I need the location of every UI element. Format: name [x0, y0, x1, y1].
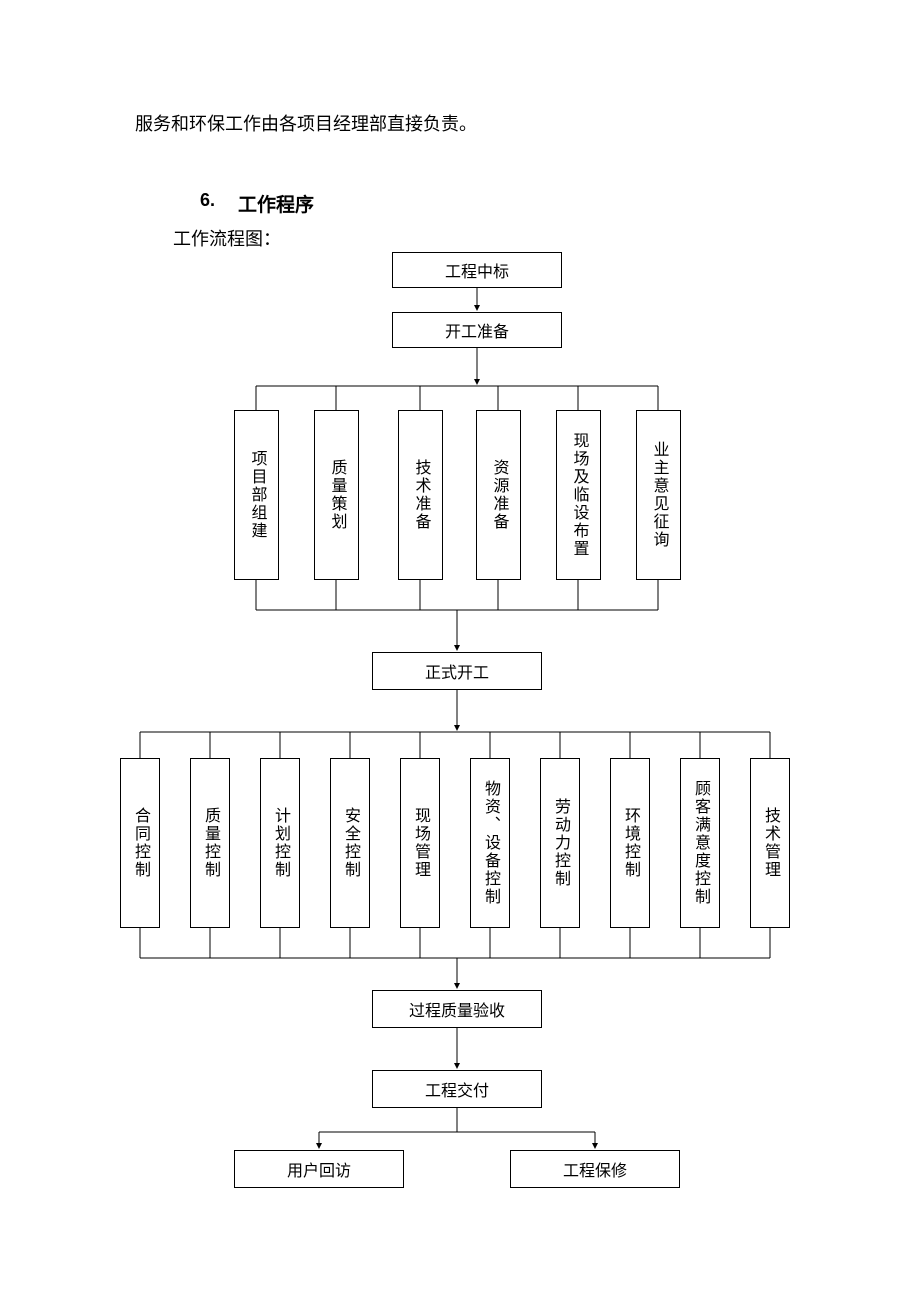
- node-formal-start: 正式开工: [372, 652, 542, 690]
- node-h8: 环境控制: [610, 758, 650, 928]
- node-label: 资源准备: [487, 459, 511, 531]
- node-h2: 质量控制: [190, 758, 230, 928]
- node-label: 计划控制: [268, 807, 292, 879]
- node-h7: 劳动力控制: [540, 758, 580, 928]
- node-label: 合同控制: [128, 807, 152, 879]
- node-warranty: 工程保修: [510, 1150, 680, 1188]
- node-project-bid: 工程中标: [392, 252, 562, 288]
- node-label: 工程交付: [425, 1077, 489, 1101]
- node-label: 顾客满意度控制: [688, 780, 712, 906]
- node-label: 安全控制: [338, 807, 362, 879]
- node-label: 现场及临设布置: [567, 432, 591, 558]
- node-h3: 计划控制: [260, 758, 300, 928]
- node-user-followup: 用户回访: [234, 1150, 404, 1188]
- node-h5: 现场管理: [400, 758, 440, 928]
- node-label: 工程中标: [445, 258, 509, 282]
- node-label: 过程质量验收: [409, 997, 505, 1021]
- section-title: 工作程序: [238, 190, 314, 217]
- node-label: 业主意见征询: [647, 441, 671, 549]
- intro-paragraph: 服务和环保工作由各项目经理部直接负责。: [135, 110, 477, 136]
- page-root: 服务和环保工作由各项目经理部直接负责。 6. 工作程序 工作流程图：: [0, 0, 920, 1302]
- node-label: 技术准备: [409, 459, 433, 531]
- node-label: 质量控制: [198, 807, 222, 879]
- node-label: 环境控制: [618, 807, 642, 879]
- node-label: 正式开工: [425, 659, 489, 683]
- node-g3: 技术准备: [398, 410, 443, 580]
- node-h10: 技术管理: [750, 758, 790, 928]
- node-label: 物资、设备控制: [478, 780, 502, 906]
- node-g2: 质量策划: [314, 410, 359, 580]
- node-g5: 现场及临设布置: [556, 410, 601, 580]
- node-delivery: 工程交付: [372, 1070, 542, 1108]
- node-g1: 项目部组建: [234, 410, 279, 580]
- node-g4: 资源准备: [476, 410, 521, 580]
- node-label: 开工准备: [445, 318, 509, 342]
- node-label: 用户回访: [287, 1157, 351, 1181]
- node-label: 工程保修: [563, 1157, 627, 1181]
- node-g6: 业主意见征询: [636, 410, 681, 580]
- node-h9: 顾客满意度控制: [680, 758, 720, 928]
- section-number: 6.: [200, 190, 215, 211]
- node-label: 劳动力控制: [548, 798, 572, 888]
- node-h4: 安全控制: [330, 758, 370, 928]
- node-start-prep: 开工准备: [392, 312, 562, 348]
- node-quality-accept: 过程质量验收: [372, 990, 542, 1028]
- node-label: 项目部组建: [245, 450, 269, 540]
- node-label: 现场管理: [408, 807, 432, 879]
- flowchart-caption: 工作流程图：: [173, 225, 281, 251]
- node-label: 技术管理: [758, 807, 782, 879]
- node-h6: 物资、设备控制: [470, 758, 510, 928]
- node-h1: 合同控制: [120, 758, 160, 928]
- node-label: 质量策划: [325, 459, 349, 531]
